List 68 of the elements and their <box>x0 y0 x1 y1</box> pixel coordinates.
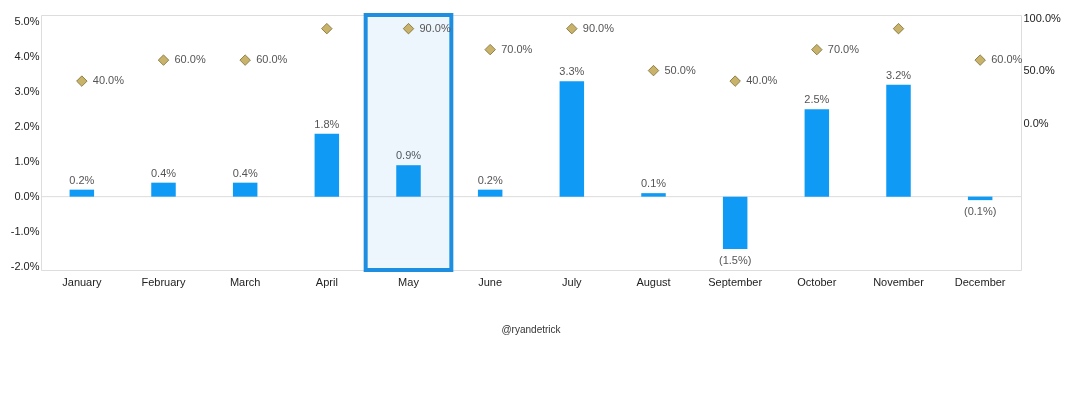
y2-tick-label: 50.0% <box>1023 64 1055 77</box>
data-label: 0.1% <box>640 177 667 190</box>
point <box>566 23 578 35</box>
data-label: (0.1%) <box>963 205 997 218</box>
x-tick-label: July <box>562 275 583 288</box>
x-tick-label: March <box>229 275 261 288</box>
bar <box>886 84 911 197</box>
y2-tick-label: 100.0% <box>1023 11 1062 24</box>
point <box>729 75 741 87</box>
y2-tick-label: 0.0% <box>1023 116 1049 129</box>
bar <box>151 182 176 197</box>
x-tick-label: October <box>797 275 837 288</box>
data-label: (1.5%) <box>718 254 752 267</box>
y-tick-label: -1.0% <box>10 225 40 238</box>
bar <box>69 189 95 197</box>
data-label: 0.2% <box>477 173 503 186</box>
bar <box>804 109 830 197</box>
bar <box>559 81 585 197</box>
point <box>239 54 251 66</box>
data-label: 1.8% <box>314 117 340 130</box>
y-tick-label: 4.0% <box>14 50 40 63</box>
bar <box>641 193 666 197</box>
data-label: 0.4% <box>150 166 177 179</box>
data-label: 40.0% <box>746 74 778 87</box>
data-label: 3.3% <box>559 65 585 78</box>
data-label: 40.0% <box>92 74 125 87</box>
point <box>76 75 88 87</box>
data-label: 60.0% <box>174 53 206 66</box>
data-label: 0.9% <box>395 149 422 162</box>
y-tick-label: 2.0% <box>14 120 40 133</box>
point <box>647 64 660 77</box>
x-tick-label: December <box>954 275 1006 288</box>
data-label: 90.0% <box>582 21 615 34</box>
point <box>892 23 905 35</box>
point <box>157 54 170 66</box>
data-label: 3.2% <box>885 68 912 81</box>
bar <box>396 165 421 197</box>
point <box>811 43 823 56</box>
data-label: 60.0% <box>991 53 1023 66</box>
y-tick-label: 0.0% <box>14 190 40 203</box>
x-tick-label: September <box>708 275 763 288</box>
point <box>484 43 496 56</box>
data-label: 70.0% <box>501 42 533 55</box>
x-tick-label: June <box>478 275 503 288</box>
bar <box>477 189 503 197</box>
x-tick-label: April <box>315 275 338 288</box>
point <box>974 54 986 66</box>
data-label: 60.0% <box>256 53 288 66</box>
y-tick-label: 3.0% <box>14 85 40 98</box>
data-label: 70.0% <box>827 42 860 55</box>
bar <box>232 182 258 197</box>
bar <box>722 196 748 250</box>
x-tick-label: August <box>636 275 671 288</box>
x-tick-label: May <box>398 275 420 288</box>
y-tick-label: -2.0% <box>10 260 40 273</box>
y-tick-label: 1.0% <box>14 155 40 168</box>
data-label: 0.4% <box>232 166 258 179</box>
y-tick-label: 5.0% <box>14 15 40 28</box>
point <box>402 23 415 35</box>
x-tick-label: November <box>873 275 925 288</box>
text: @ryandetrick <box>501 324 562 335</box>
x-tick-label: February <box>141 275 186 288</box>
data-label: 0.2% <box>69 173 95 186</box>
data-label: 2.5% <box>804 93 830 106</box>
data-label: 50.0% <box>664 63 696 76</box>
point <box>321 23 333 35</box>
x-tick-label: January <box>62 275 102 288</box>
bar <box>314 133 340 197</box>
